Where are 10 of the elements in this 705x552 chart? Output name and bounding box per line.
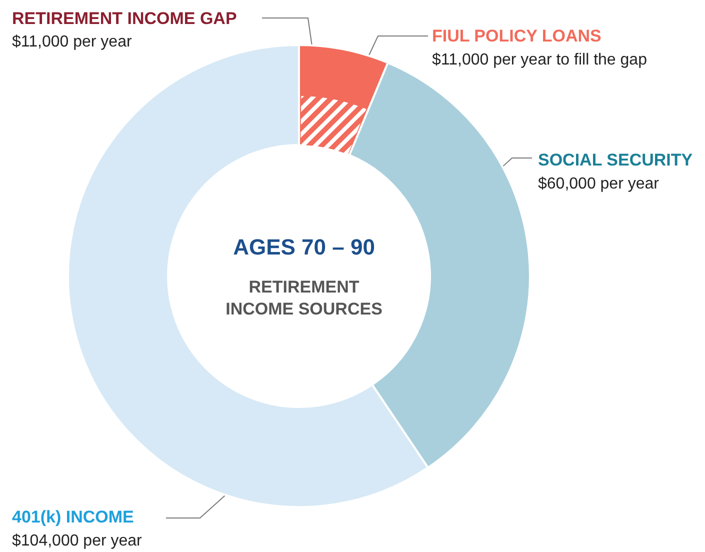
text: RETIREMENT INCOME SOURCES — [226, 278, 382, 318]
data-label: $11,000 per year to fill the gap — [432, 52, 648, 68]
slice-label: FIUL POLICY LOANS — [432, 26, 602, 46]
data-label: $60,000 per year — [538, 176, 660, 192]
text: RETIREMENT INCOME GAP — [12, 9, 237, 28]
data-label: $104,000 per year — [12, 532, 143, 550]
text: AGES 70 – 90 — [233, 234, 375, 260]
text: $11,000 per year — [12, 34, 132, 50]
slice-label: SOCIAL SECURITY — [538, 150, 694, 170]
slice-label: 401(k) INCOME — [12, 508, 134, 526]
